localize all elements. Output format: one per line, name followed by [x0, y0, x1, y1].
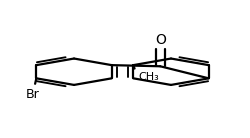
Text: O: O — [155, 33, 166, 47]
Text: CH₃: CH₃ — [138, 72, 159, 82]
Text: Br: Br — [26, 88, 40, 101]
